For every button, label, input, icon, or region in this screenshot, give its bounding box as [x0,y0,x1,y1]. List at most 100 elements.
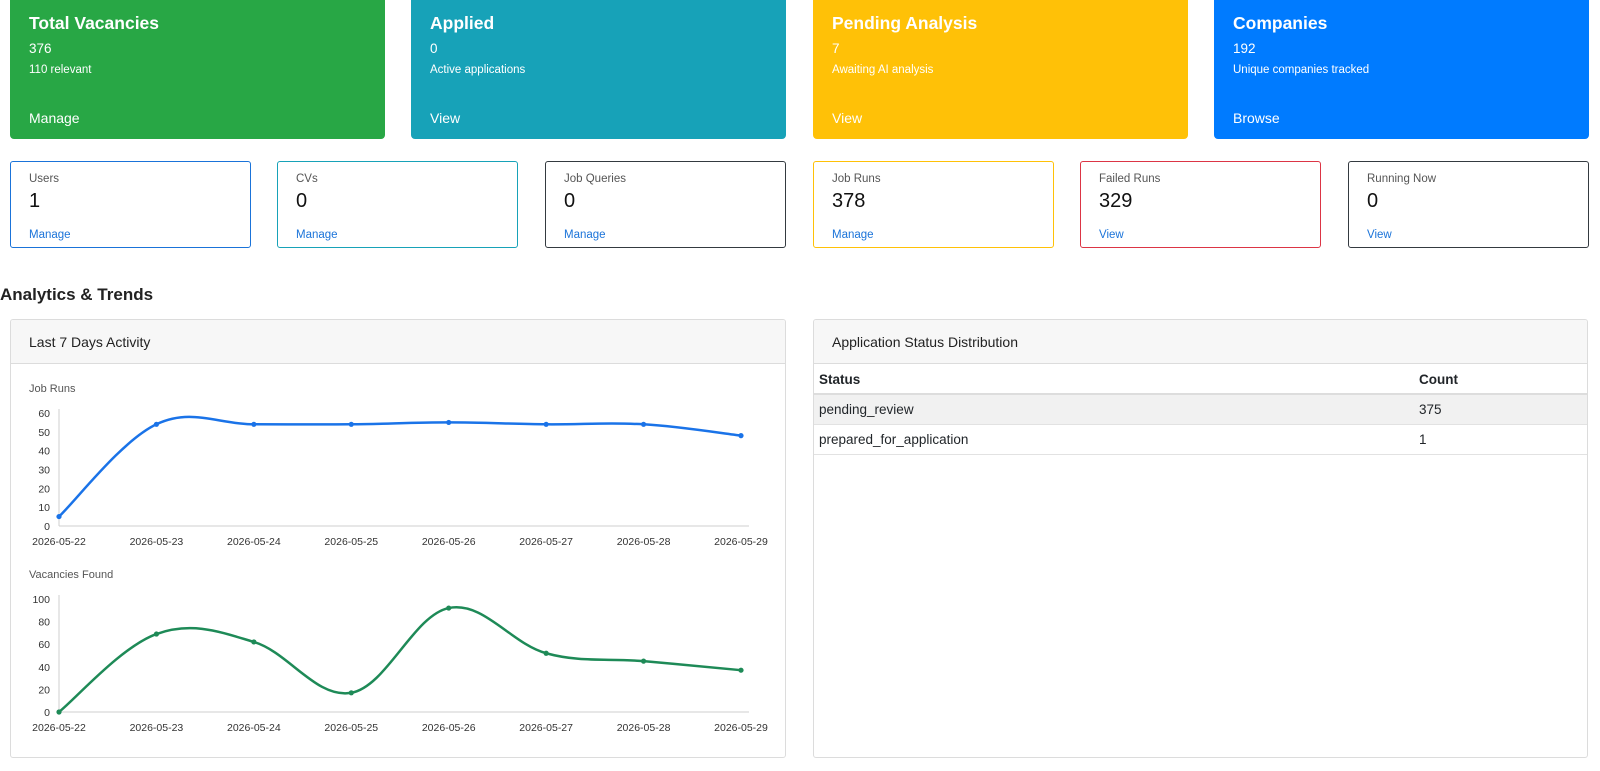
browse-companies-link[interactable]: Browse [1233,110,1280,126]
job-runs-chart: 0 10 20 30 40 50 60 2026-05-22 2026-05-23 2026-05… [32,408,768,548]
x-tick-label: 2026-05-25 [324,722,378,734]
y-tick-label: 60 [38,639,50,651]
data-point[interactable] [56,709,62,715]
x-tick-label: 2026-05-29 [714,536,768,548]
y-tick-label: 0 [44,521,50,533]
stat-label: Running Now [1367,173,1437,185]
x-tick-label: 2026-05-27 [519,722,573,734]
card-title: Pending Analysis [832,13,978,33]
job-runs-chart-label: Job Runs [29,383,76,395]
stat-label: Users [29,173,60,185]
x-tick-label: 2026-05-27 [519,536,573,548]
y-tick-label: 0 [44,707,50,719]
view-applied-link[interactable]: View [430,110,461,126]
companies-card: Companies 192 Unique companies tracked B… [1214,0,1589,139]
x-tick-label: 2026-05-22 [32,722,86,734]
series-line [58,415,742,518]
status-table: Status Count pending_review 375 prepared… [814,364,1587,455]
applied-card: Applied 0 Active applications View [411,0,786,139]
x-tick-label: 2026-05-28 [617,722,671,734]
stat-value: 0 [564,190,576,212]
card-title: Companies [1233,13,1328,33]
view-failed-runs-link[interactable]: View [1099,229,1124,241]
analytics-section-title: Analytics & Trends [0,285,154,304]
data-point[interactable] [543,421,549,427]
data-point[interactable] [153,421,160,427]
data-point[interactable] [251,639,257,645]
y-tick-label: 30 [38,465,50,477]
view-pending-link[interactable]: View [832,110,863,126]
y-tick-label: 100 [32,594,50,606]
manage-job-queries-link[interactable]: Manage [564,229,606,241]
y-tick-label: 20 [38,684,50,696]
card-subtitle: Unique companies tracked [1233,64,1370,76]
manage-job-runs-link[interactable]: Manage [832,229,874,241]
data-point[interactable] [640,658,647,664]
pending-analysis-card: Pending Analysis 7 Awaiting AI analysis … [813,0,1188,139]
data-point[interactable] [251,421,257,427]
data-point[interactable] [56,513,62,520]
card-value: 192 [1233,41,1256,56]
count-column-header: Count [1414,364,1587,395]
data-point[interactable] [446,419,452,426]
table-row: pending_review 375 [814,394,1587,425]
failed-runs-stat-card: Failed Runs 329 View [1080,161,1321,248]
x-tick-label: 2026-05-24 [227,722,281,734]
data-point[interactable] [348,690,354,696]
x-tick-label: 2026-05-23 [130,722,184,734]
y-tick-label: 80 [38,617,50,629]
card-value: 7 [832,41,840,56]
view-running-now-link[interactable]: View [1367,229,1392,241]
data-point[interactable] [543,650,549,656]
data-point[interactable] [738,433,744,439]
y-tick-label: 20 [38,483,50,495]
stat-value: 0 [1367,190,1379,212]
x-tick-label: 2026-05-26 [422,536,476,548]
stat-value: 0 [296,190,308,212]
y-tick-label: 40 [38,662,50,674]
cvs-stat-card: CVs 0 Manage [277,161,518,248]
series-line [58,606,742,713]
card-subtitle: 110 relevant [29,64,92,76]
card-subtitle: Active applications [430,64,526,76]
manage-vacancies-link[interactable]: Manage [29,110,80,126]
x-tick-label: 2026-05-25 [324,536,378,548]
card-subtitle: Awaiting AI analysis [832,64,934,76]
stat-label: Failed Runs [1099,173,1161,185]
x-tick-label: 2026-05-24 [227,536,281,548]
y-tick-label: 60 [38,408,50,420]
status-cell: pending_review [814,394,1414,425]
data-point[interactable] [446,605,452,611]
y-tick-label: 10 [38,502,50,514]
card-title: Applied [430,13,495,33]
status-panel: Application Status Distribution Status C… [813,319,1588,758]
vacancies-chart-label: Vacancies Found [29,569,114,581]
vacancies-found-chart: 0 20 40 60 80 100 2026-05-22 2026-05-23 2026-05-… [32,594,768,734]
job-runs-stat-card: Job Runs 378 Manage [813,161,1054,248]
stat-value: 378 [832,190,866,212]
x-tick-label: 2026-05-22 [32,536,86,548]
card-value: 0 [430,41,438,56]
data-point[interactable] [348,421,354,427]
manage-cvs-link[interactable]: Manage [296,229,338,241]
x-tick-label: 2026-05-28 [617,536,671,548]
activity-panel: Last 7 Days Activity Job Runs 0 10 20 30 40 5… [10,319,786,758]
table-row: prepared_for_application 1 [814,424,1587,455]
data-point[interactable] [738,667,744,673]
y-tick-label: 50 [38,427,50,439]
x-tick-label: 2026-05-29 [714,722,768,734]
data-point[interactable] [153,631,160,637]
users-stat-card: Users 1 Manage [10,161,251,248]
x-tick-label: 2026-05-23 [130,536,184,548]
manage-users-link[interactable]: Manage [29,229,71,241]
card-title: Total Vacancies [29,13,160,33]
activity-panel-title: Last 7 Days Activity [11,320,785,364]
card-value: 376 [29,41,52,56]
status-panel-title: Application Status Distribution [814,320,1587,364]
total-vacancies-card: Total Vacancies 376 110 relevant Manage [10,0,385,139]
y-tick-label: 40 [38,446,50,458]
stat-label: Job Runs [832,173,881,185]
running-now-stat-card: Running Now 0 View [1348,161,1589,248]
data-point[interactable] [640,421,647,427]
status-cell: prepared_for_application [814,424,1414,455]
